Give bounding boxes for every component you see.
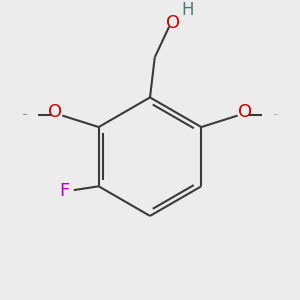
Text: O: O	[48, 103, 62, 121]
Text: H: H	[181, 2, 194, 20]
Text: F: F	[59, 182, 69, 200]
Text: methyl: methyl	[273, 114, 278, 115]
Text: O: O	[166, 14, 180, 32]
Text: O: O	[238, 103, 252, 121]
Text: methyl: methyl	[23, 114, 28, 115]
Text: methyl: methyl	[24, 114, 28, 115]
